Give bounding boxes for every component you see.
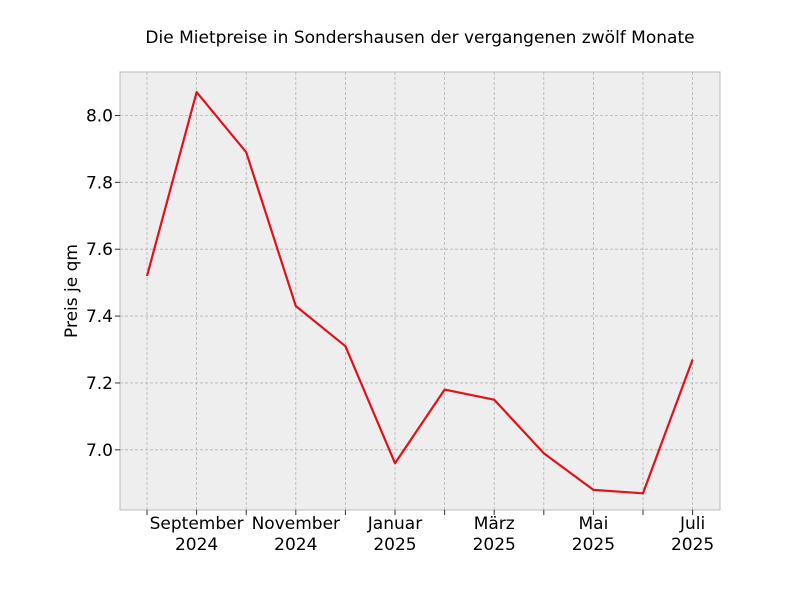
y-tick-label: 7.6 (86, 240, 113, 260)
y-tick-label: 7.2 (86, 374, 113, 394)
x-tick-label-year: 2025 (572, 535, 615, 555)
axis-ticks: 7.07.27.47.67.88.0September2024November2… (86, 106, 714, 555)
y-tick-label: 7.8 (86, 173, 113, 193)
x-tick-label-year: 2025 (373, 535, 416, 555)
x-tick-label-month: Mai (578, 514, 608, 534)
x-tick-label-year: 2025 (473, 535, 516, 555)
series-line (145, 91, 694, 495)
x-tick-label-month: November (252, 514, 340, 534)
grid-lines (120, 72, 720, 510)
x-tick-label-month: Januar (367, 514, 422, 534)
x-tick-label-month: Juli (679, 514, 705, 534)
y-tick-label: 8.0 (86, 106, 113, 126)
x-tick-label-year: 2025 (671, 535, 714, 555)
chart-title: Die Mietpreise in Sondershausen der verg… (145, 28, 694, 48)
y-tick-label: 7.4 (86, 307, 113, 327)
x-tick-label-month: März (474, 514, 515, 534)
y-tick-label: 7.0 (86, 441, 113, 461)
plot-area (119, 71, 721, 511)
x-tick-label-year: 2024 (175, 535, 218, 555)
y-axis-label: Preis je qm (62, 244, 82, 338)
x-tick-label-year: 2024 (274, 535, 317, 555)
x-tick-label-month: September (150, 514, 244, 534)
